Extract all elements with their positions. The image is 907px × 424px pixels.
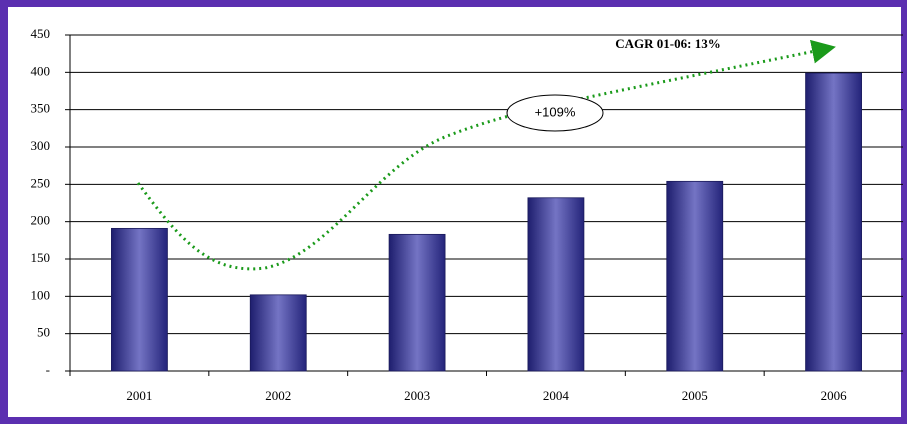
x-tick-label: 2001 <box>126 388 152 403</box>
bar <box>805 72 862 372</box>
x-tick-label: 2006 <box>821 388 848 403</box>
bar <box>111 227 168 372</box>
growth-annotation: +109% <box>535 104 576 119</box>
y-tick-label: 250 <box>31 175 51 190</box>
y-tick-label: 200 <box>31 213 51 228</box>
trend-arrow <box>136 39 836 271</box>
x-tick-label: 2003 <box>404 388 430 403</box>
x-tick-label: 2002 <box>265 388 291 403</box>
callout-ellipse <box>506 94 604 132</box>
y-tick-label: 450 <box>31 26 51 41</box>
bar <box>249 294 307 372</box>
bar <box>666 180 724 372</box>
cagr-annotation: CAGR 01-06: 13% <box>615 36 720 51</box>
x-tick-label: 2004 <box>543 388 570 403</box>
y-tick-label: 50 <box>37 325 50 340</box>
y-tick-label: 150 <box>31 250 51 265</box>
y-tick-label: 300 <box>31 138 51 153</box>
y-tick-label: 400 <box>31 63 51 78</box>
y-tick-label: - <box>46 362 50 377</box>
y-tick-label: 350 <box>31 101 51 116</box>
x-tick-label: 2005 <box>682 388 708 403</box>
bar <box>527 197 585 372</box>
y-tick-label: 100 <box>31 287 51 302</box>
bar <box>388 233 446 372</box>
